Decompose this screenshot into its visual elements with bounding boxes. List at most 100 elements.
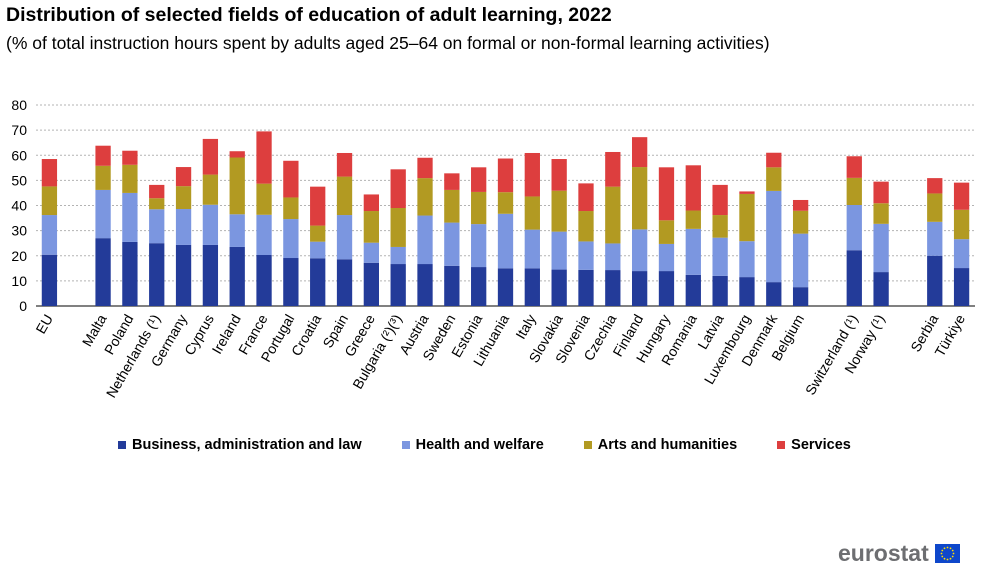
bar-health xyxy=(471,224,487,268)
bar-business xyxy=(175,244,192,306)
bar-arts xyxy=(175,186,192,210)
bar-health xyxy=(95,189,111,239)
bar-health xyxy=(175,209,192,245)
bar-business xyxy=(524,268,540,306)
bar-business xyxy=(229,246,245,306)
bar-services xyxy=(41,159,58,187)
bar-health xyxy=(444,222,460,266)
bar-services xyxy=(363,194,380,212)
bar-business xyxy=(846,250,862,306)
bar-health xyxy=(658,243,675,272)
bar-business xyxy=(256,254,272,306)
bar-health xyxy=(417,215,433,265)
chart-subtitle: (% of total instruction hours spent by a… xyxy=(6,33,770,53)
bar-health xyxy=(927,221,943,256)
legend-item-arts: Arts and humanities xyxy=(583,437,738,453)
bar-arts xyxy=(551,190,567,232)
bar-arts xyxy=(739,193,755,242)
bar-business xyxy=(953,268,970,306)
bar-business xyxy=(605,270,621,306)
bar-arts xyxy=(336,176,353,216)
bar-business xyxy=(202,244,219,306)
bar-health xyxy=(283,219,299,259)
legend-label-arts: Arts and humanities xyxy=(597,437,738,453)
y-tick-label: 60 xyxy=(11,147,27,163)
bar-health xyxy=(390,246,406,265)
bar-services xyxy=(712,184,728,216)
bar-services xyxy=(685,165,701,211)
bar-arts xyxy=(95,165,111,190)
bar-business xyxy=(766,282,782,306)
bar-services xyxy=(471,167,487,192)
bar-business xyxy=(336,259,353,306)
y-tick-label: 80 xyxy=(11,97,27,113)
bar-services xyxy=(283,160,299,198)
bar-health xyxy=(256,214,272,255)
x-tick-label: Italy xyxy=(512,312,539,342)
bar-arts xyxy=(390,208,406,247)
bar-health xyxy=(631,229,648,272)
bar-business xyxy=(792,287,809,306)
bar-business xyxy=(310,258,326,306)
bar-arts xyxy=(605,186,621,244)
bar-services xyxy=(229,151,245,158)
bar-services xyxy=(256,131,272,184)
eurostat-logo: eurostat xyxy=(838,540,960,567)
bar-business xyxy=(122,241,138,306)
chart-title: Distribution of selected fields of educa… xyxy=(6,4,612,26)
bar-business xyxy=(363,262,380,306)
bar-arts xyxy=(712,215,728,238)
logo-text: eurostat xyxy=(838,540,929,566)
bar-health xyxy=(310,241,326,259)
bar-business xyxy=(41,254,58,306)
bar-arts xyxy=(873,203,889,224)
x-tick-label: EU xyxy=(32,312,56,337)
bar-business xyxy=(873,272,889,306)
bar-business xyxy=(578,269,594,306)
bar-services xyxy=(846,156,862,178)
bar-services xyxy=(175,167,192,187)
bar-health xyxy=(739,241,755,278)
bar-business xyxy=(95,238,111,306)
bar-services xyxy=(658,167,675,221)
legend-item-services: Services xyxy=(777,437,851,453)
bar-business xyxy=(685,274,701,306)
legend-item-business: Business, administration and law xyxy=(118,437,362,453)
bar-business xyxy=(390,264,406,306)
bar-business xyxy=(283,258,299,306)
bar-health xyxy=(41,215,58,255)
bar-arts xyxy=(122,164,138,193)
bar-services xyxy=(336,152,353,177)
bar-health xyxy=(524,229,540,269)
bar-health xyxy=(122,192,138,242)
bar-arts xyxy=(283,197,299,220)
y-tick-label: 70 xyxy=(11,122,27,138)
bar-services xyxy=(390,169,406,209)
bars xyxy=(41,131,970,306)
bar-business xyxy=(417,264,433,306)
bar-arts xyxy=(927,193,943,222)
bar-arts xyxy=(497,192,514,214)
bar-services xyxy=(551,159,567,191)
bar-services xyxy=(417,157,433,179)
bar-health xyxy=(712,237,728,276)
bar-business xyxy=(712,275,728,306)
bar-health xyxy=(336,215,353,260)
bar-health xyxy=(578,241,594,270)
bar-arts xyxy=(578,211,594,242)
bar-business xyxy=(471,267,487,306)
bar-arts xyxy=(417,178,433,216)
bar-business xyxy=(739,277,755,306)
bar-arts xyxy=(149,198,165,210)
y-tick-label: 20 xyxy=(11,248,27,264)
bar-arts xyxy=(766,167,782,191)
bar-services xyxy=(524,152,540,197)
bar-health xyxy=(363,242,380,263)
legend-label-business: Business, administration and law xyxy=(132,437,362,453)
stacked-bar-chart: 0 10 20 30 40 50 60 70 80 EU MaltaPolandNetherlan… xyxy=(11,97,975,401)
legend-item-health: Health and welfare xyxy=(401,437,544,453)
bar-business xyxy=(927,255,943,306)
y-tick-label: 40 xyxy=(11,198,27,214)
y-tick-label: 50 xyxy=(11,172,27,188)
